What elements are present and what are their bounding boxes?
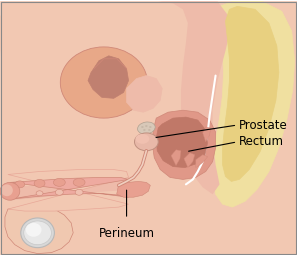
Polygon shape: [117, 182, 150, 197]
Ellipse shape: [148, 129, 151, 131]
Ellipse shape: [0, 182, 20, 200]
Polygon shape: [158, 2, 232, 194]
Ellipse shape: [75, 189, 83, 195]
Polygon shape: [152, 110, 216, 179]
Polygon shape: [0, 3, 176, 174]
Polygon shape: [5, 206, 73, 254]
Polygon shape: [196, 155, 208, 168]
Ellipse shape: [34, 179, 45, 187]
Ellipse shape: [53, 178, 65, 186]
Ellipse shape: [149, 126, 152, 128]
Polygon shape: [156, 117, 208, 168]
Ellipse shape: [56, 189, 63, 195]
Polygon shape: [8, 169, 129, 211]
Polygon shape: [184, 153, 195, 168]
Ellipse shape: [26, 223, 41, 237]
Ellipse shape: [15, 181, 25, 188]
Ellipse shape: [60, 47, 147, 118]
Ellipse shape: [73, 178, 85, 186]
Text: Perineum: Perineum: [99, 227, 154, 240]
Polygon shape: [0, 2, 297, 254]
Ellipse shape: [141, 126, 144, 128]
Polygon shape: [10, 177, 129, 199]
Ellipse shape: [1, 184, 13, 196]
Ellipse shape: [145, 125, 148, 127]
Ellipse shape: [21, 218, 54, 248]
Polygon shape: [171, 150, 181, 166]
Ellipse shape: [136, 134, 149, 144]
Ellipse shape: [143, 129, 146, 131]
Ellipse shape: [134, 133, 158, 151]
Polygon shape: [223, 6, 279, 182]
Text: Rectum: Rectum: [239, 135, 284, 148]
Ellipse shape: [36, 191, 43, 196]
Text: Prostate: Prostate: [239, 119, 288, 132]
Polygon shape: [88, 56, 129, 98]
Ellipse shape: [24, 221, 51, 245]
Polygon shape: [127, 76, 162, 112]
Ellipse shape: [137, 122, 155, 134]
Polygon shape: [203, 127, 211, 142]
Polygon shape: [213, 2, 295, 207]
